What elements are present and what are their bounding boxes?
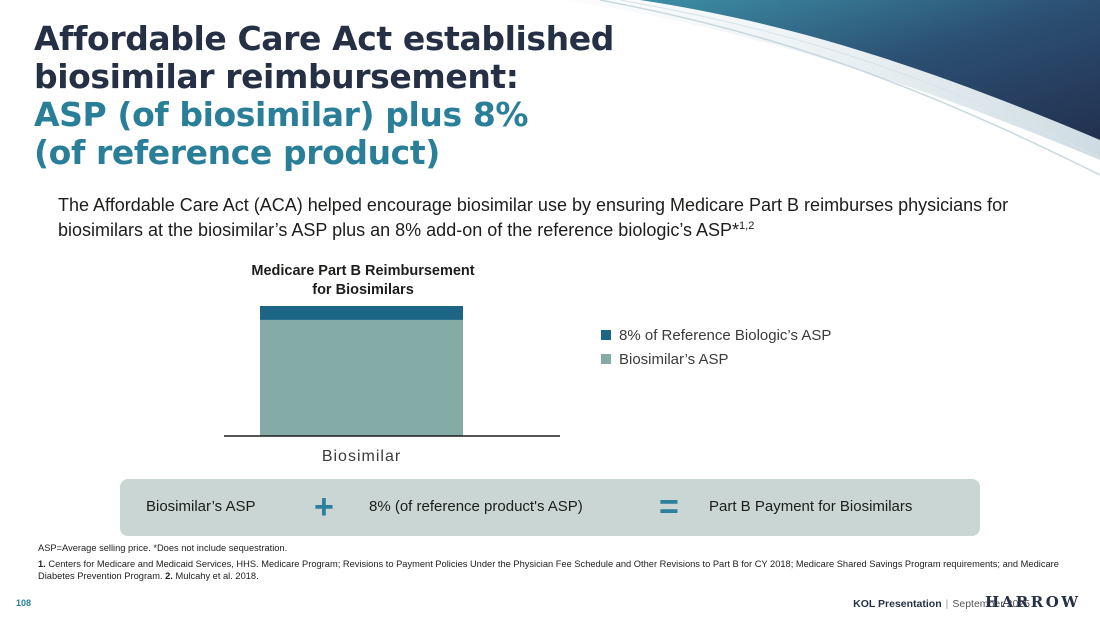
title-line-4: (of reference product) (34, 133, 440, 172)
ref-1-text: Centers for Medicare and Medicaid Servic… (38, 559, 1059, 581)
page-number: 108 (16, 598, 32, 608)
title-line-2: biosimilar reimbursement: (34, 57, 519, 96)
decorative-swoosh (560, 0, 1100, 176)
chart-title: Medicare Part B Reimbursement for Biosim… (213, 262, 513, 300)
chart-legend: 8% of Reference Biologic’s ASP Biosimilar… (601, 323, 831, 371)
footnote-references: 1. Centers for Medicare and Medicaid Ser… (38, 559, 1078, 582)
chart-title-line-1: Medicare Part B Reimbursement (251, 263, 475, 279)
legend-item: Biosimilar’s ASP (601, 347, 831, 371)
plus-icon: + (314, 488, 334, 526)
footer-separator: | (945, 598, 949, 610)
harrow-logo: HARROW (985, 593, 1081, 611)
title-line-3: ASP (of biosimilar) plus 8% (34, 95, 529, 134)
bar-segment-reference-8pct (260, 306, 463, 320)
legend-swatch (601, 330, 611, 340)
legend-label: 8% of Reference Biologic’s ASP (619, 326, 832, 344)
bar-segment-biosimilar-asp (260, 319, 463, 436)
intro-citation: 1,2 (739, 220, 755, 232)
chart-title-line-2: for Biosimilars (312, 282, 414, 298)
equation-term-biosimilar-asp: Biosimilar’s ASP (146, 498, 256, 515)
presentation-date: September 2025 (952, 598, 1030, 610)
legend-label: Biosimilar’s ASP (619, 350, 729, 368)
equation-result: Part B Payment for Biosimilars (709, 498, 913, 515)
equation-term-reference-8pct: 8% (of reference product's ASP) (369, 498, 583, 515)
footnote-abbreviations: ASP=Average selling price. *Does not inc… (38, 543, 288, 553)
title-line-1: Affordable Care Act established (34, 19, 614, 58)
equation-bar: Biosimilar’s ASP + 8% (of reference prod… (120, 479, 980, 536)
intro-text: The Affordable Care Act (ACA) helped enc… (58, 195, 1009, 240)
legend-item: 8% of Reference Biologic’s ASP (601, 323, 831, 347)
ref-2-number: 2. (165, 570, 173, 581)
footer-info: KOL Presentation | September 2025 (853, 598, 1030, 610)
legend-swatch (601, 354, 611, 364)
stacked-bar-chart: Biosimilar (224, 306, 560, 465)
presentation-label: KOL Presentation (853, 598, 942, 610)
page-title: Affordable Care Act established biosimil… (34, 20, 614, 172)
intro-paragraph: The Affordable Care Act (ACA) helped enc… (58, 195, 1018, 241)
category-label: Biosimilar (322, 448, 401, 465)
equals-icon: = (659, 488, 679, 526)
ref-1-number: 1. (38, 559, 46, 569)
ref-2-text: Mulcahy et al. 2018. (172, 570, 259, 581)
